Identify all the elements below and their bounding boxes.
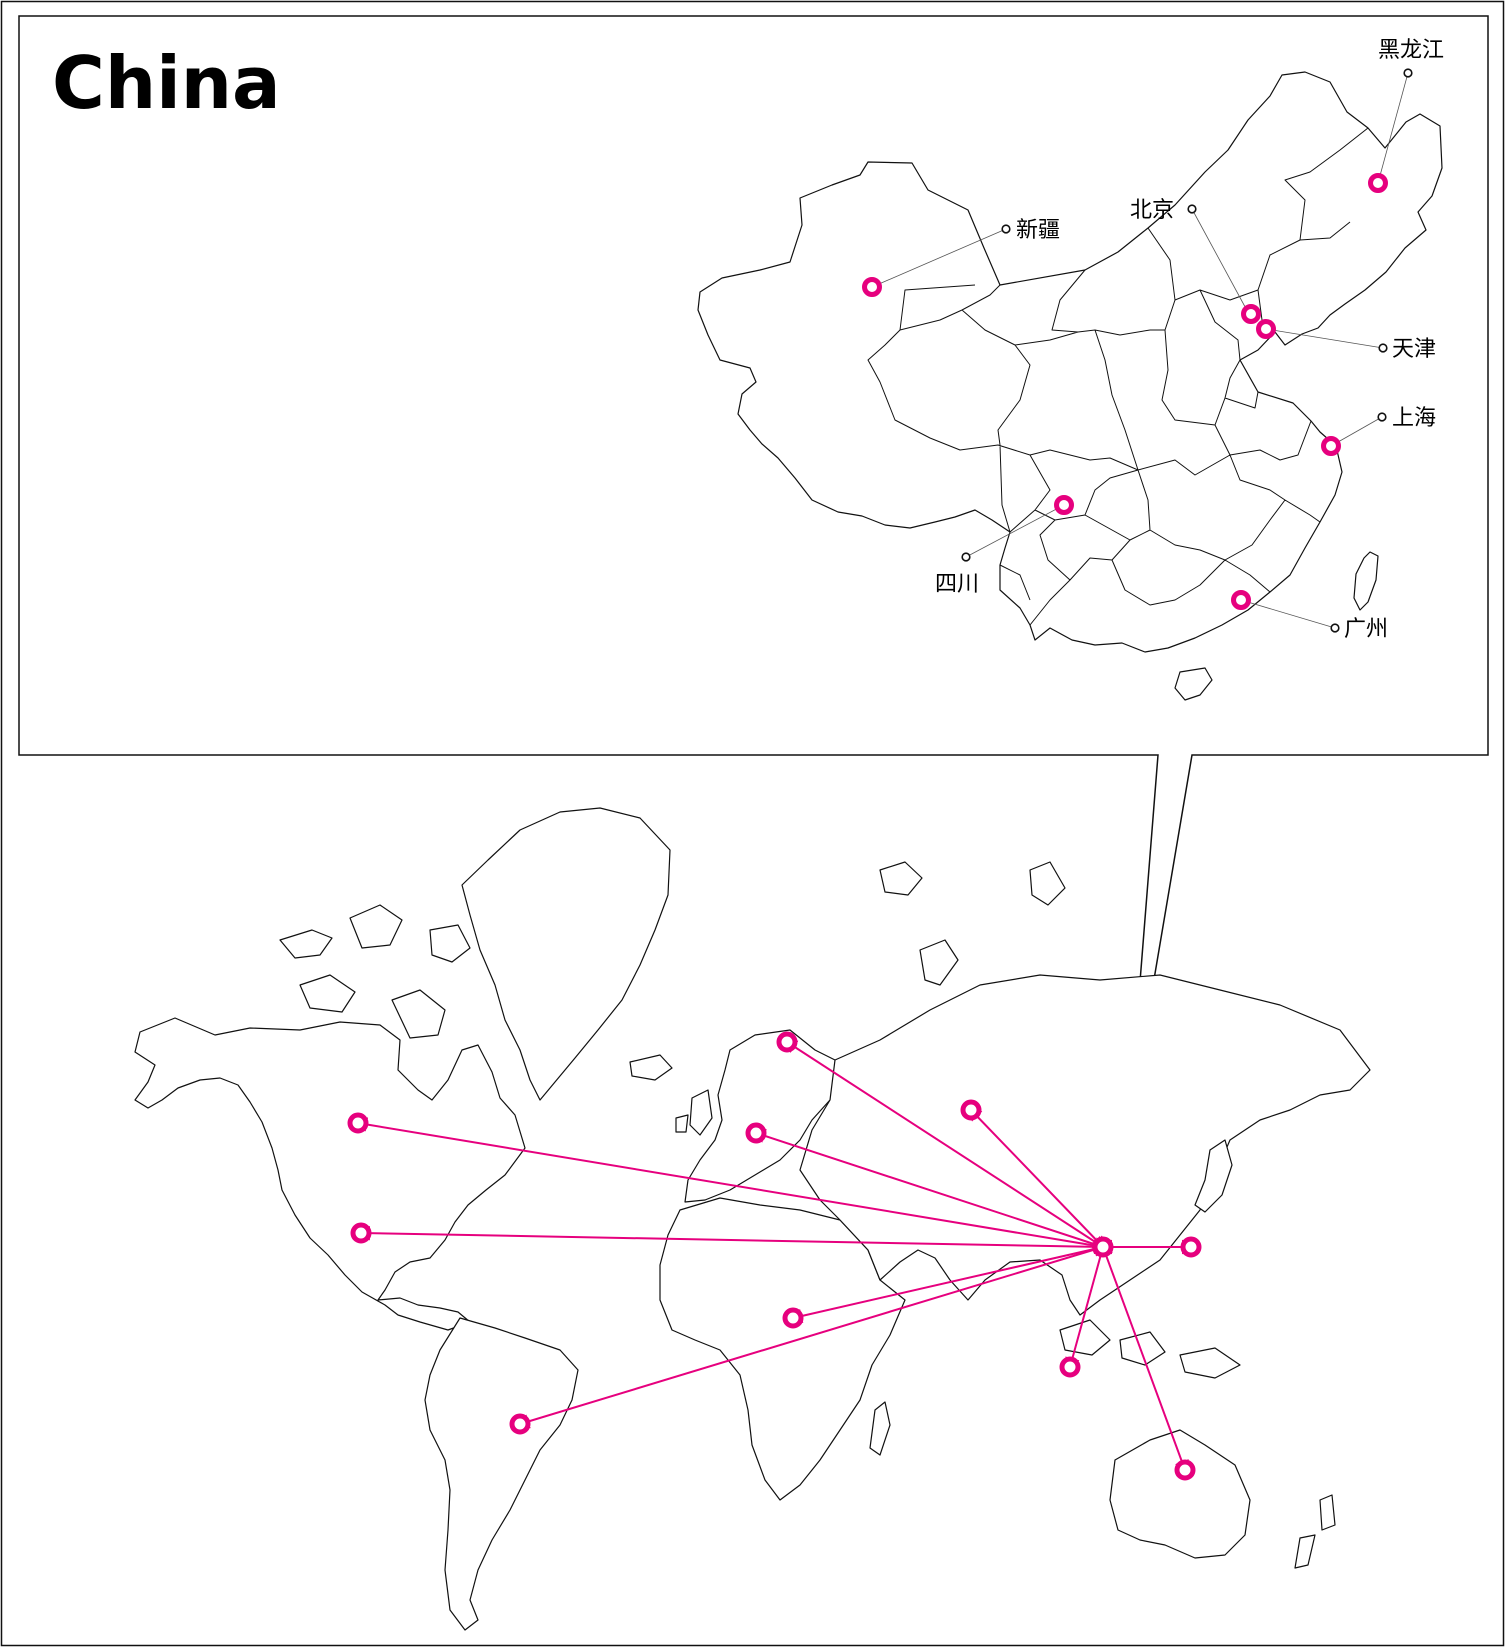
marker-singapore	[1059, 1356, 1081, 1378]
svalbard-outline	[879, 861, 923, 896]
marker-shanghai	[1321, 436, 1341, 456]
marker-brazil	[509, 1413, 531, 1435]
iceland-outline	[629, 1054, 673, 1081]
page-title: China	[52, 41, 281, 125]
japan-outline	[1194, 1139, 1233, 1213]
marker-australia	[1174, 1459, 1196, 1481]
marker-germany	[745, 1122, 767, 1144]
marker-finland	[776, 1031, 798, 1053]
province-borders	[867, 127, 1369, 626]
novaya-zemlya-outline	[919, 939, 959, 986]
leader-sichuan	[965, 504, 1065, 558]
route-central-africa	[784, 1241, 1112, 1324]
marker-world-china-hub	[1092, 1236, 1114, 1258]
severnaya-zemlya-outline	[1029, 861, 1066, 906]
route-singapore	[1065, 1238, 1108, 1376]
label-xinjiang: 新疆	[1016, 218, 1060, 243]
route-russia	[964, 1103, 1110, 1254]
marker-heilongjiang	[1368, 173, 1388, 193]
route-australia	[1099, 1238, 1189, 1479]
label-beijing: 北京	[1130, 198, 1174, 223]
anchor-xinjiang	[1001, 224, 1011, 234]
leader-xinjiang	[871, 228, 1007, 288]
taiwan-outline	[1353, 551, 1379, 611]
label-tianjin: 天津	[1392, 337, 1436, 362]
leader-guangzhou	[1240, 599, 1336, 629]
trade-routes	[349, 1037, 1200, 1479]
anchor-shanghai	[1377, 412, 1387, 422]
anchor-tianjin	[1378, 343, 1388, 353]
anchor-sichuan	[961, 552, 971, 562]
label-sichuan: 四川	[935, 572, 979, 597]
leader-tianjin	[1265, 328, 1384, 349]
anchor-guangzhou	[1330, 623, 1340, 633]
anchor-heilongjiang	[1403, 68, 1413, 78]
marker-canada	[347, 1112, 369, 1134]
hainan-outline	[1174, 667, 1213, 701]
world-markers	[347, 1031, 1202, 1481]
label-guangzhou: 广州	[1344, 617, 1388, 642]
greenland-outline	[461, 807, 671, 1101]
label-heilongjiang: 黑龙江	[1378, 38, 1444, 63]
china-outline	[697, 71, 1443, 653]
china-map: 黑龙江 新疆 北京 天津 上海 四川 广州	[697, 38, 1444, 701]
marker-sichuan	[1054, 495, 1074, 515]
marker-united-states	[350, 1222, 372, 1244]
leader-heilongjiang	[1377, 72, 1409, 184]
marker-xinjiang	[862, 277, 882, 297]
new-zealand-outline	[1294, 1494, 1336, 1569]
marker-beijing	[1241, 304, 1261, 324]
marker-central-africa	[782, 1307, 804, 1329]
marker-guangzhou	[1231, 590, 1251, 610]
anchor-beijing	[1187, 204, 1197, 214]
canada-islands	[279, 904, 471, 1039]
marker-japan	[1180, 1236, 1202, 1258]
leader-beijing	[1191, 208, 1251, 317]
label-shanghai: 上海	[1392, 406, 1436, 431]
marker-tianjin	[1256, 319, 1276, 339]
marker-russia	[960, 1099, 982, 1121]
